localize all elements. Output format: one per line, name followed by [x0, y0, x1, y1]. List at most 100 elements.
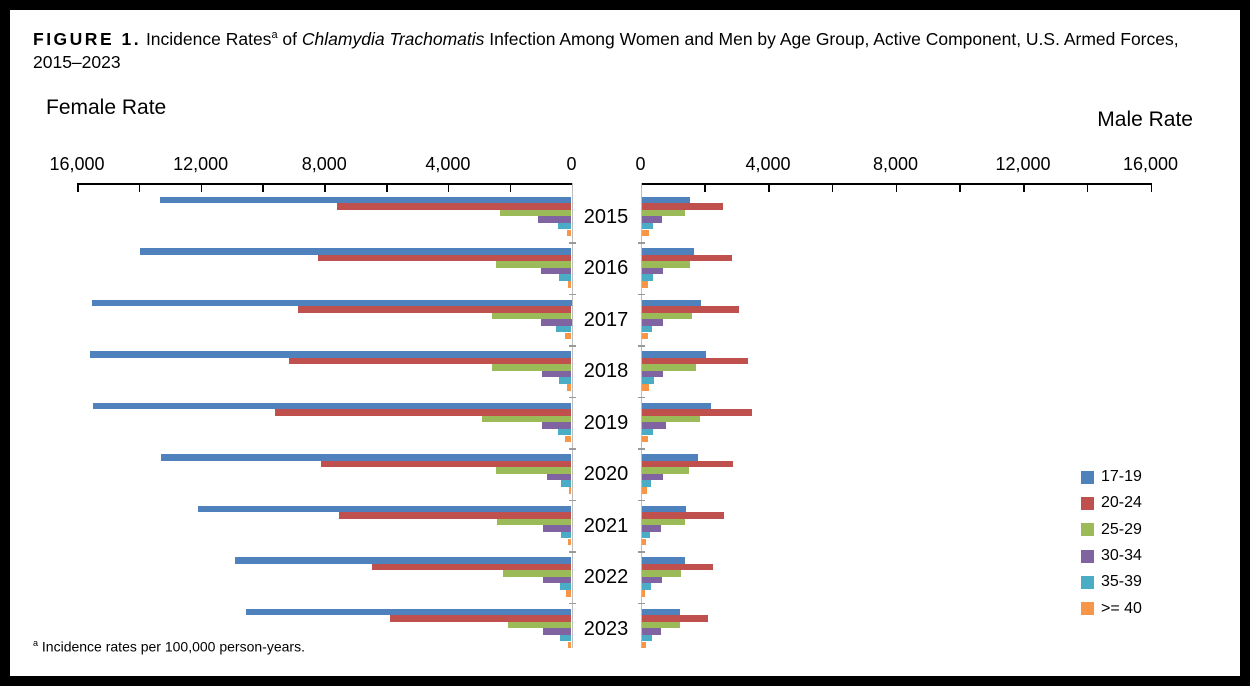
male-axis-tick — [1023, 185, 1025, 192]
bar-female-2023-2024 — [389, 615, 572, 622]
bar-female-2021-2529 — [497, 518, 572, 526]
bar-male-2023-2529 — [641, 621, 681, 629]
male-axis-tick — [959, 185, 961, 192]
bar-male-2017-3539 — [641, 325, 653, 333]
bar-male-2018-3539 — [641, 377, 654, 384]
bar-female-2022-3034 — [543, 576, 572, 584]
category-tick — [637, 396, 645, 398]
legend-item-3539: 35-39 — [1081, 569, 1142, 595]
male-axis-tick — [768, 185, 770, 192]
bar-male-2021-3034 — [641, 525, 661, 532]
bar-male-2020-2529 — [641, 467, 689, 474]
bar-male-2018-1719 — [641, 351, 706, 358]
category-tick — [568, 499, 576, 501]
female-axis-tick — [386, 185, 388, 192]
bar-female-2021-3034 — [543, 525, 572, 532]
female-zero-line — [571, 183, 573, 648]
bar-female-2016-2024 — [318, 254, 572, 262]
male-axis-tick-label: 16,000 — [1122, 154, 1179, 174]
female-axis-tick — [447, 185, 450, 192]
bar-female-2023-3034 — [543, 628, 572, 635]
bar-male-2022-1719 — [641, 557, 686, 564]
bar-male-2015-40 — [641, 229, 649, 237]
bar-female-2022-1719 — [234, 557, 572, 564]
male-axis-title: Male Rate — [1097, 108, 1193, 131]
bar-female-2022-2529 — [502, 570, 572, 577]
bar-female-2023-1719 — [246, 608, 572, 616]
category-tick — [637, 345, 645, 347]
bar-male-2021-3539 — [641, 531, 650, 539]
legend-item-2529: 25-29 — [1081, 517, 1142, 543]
bar-female-2022-3539 — [560, 583, 572, 590]
bar-male-2016-3034 — [641, 267, 663, 275]
bar-female-2020-1719 — [160, 454, 572, 461]
bar-male-2021-2529 — [641, 518, 686, 526]
bar-female-2016-2529 — [495, 261, 572, 268]
bar-female-2021-40 — [568, 538, 572, 546]
bar-female-2017-3539 — [556, 325, 572, 333]
legend-label-40: >= 40 — [1101, 599, 1142, 617]
bar-male-2018-2024 — [641, 357, 748, 365]
bar-female-2019-2024 — [275, 409, 572, 416]
bar-male-2015-2529 — [641, 209, 686, 217]
legend-swatch-3034 — [1081, 549, 1094, 563]
male-axis-tick — [895, 185, 897, 192]
bar-male-2023-40 — [641, 641, 647, 649]
bar-male-2019-1719 — [641, 402, 711, 410]
bar-female-2019-3539 — [558, 428, 572, 436]
bar-male-2017-40 — [641, 332, 648, 340]
legend-label-3539: 35-39 — [1101, 573, 1142, 591]
bar-male-2017-2529 — [641, 312, 692, 320]
bar-female-2019-2529 — [481, 415, 572, 423]
bar-female-2017-2529 — [491, 312, 572, 320]
bar-female-2021-3539 — [561, 531, 572, 539]
bar-female-2015-40 — [566, 229, 572, 237]
bar-female-2017-1719 — [92, 299, 572, 307]
female-axis-tick-label: 8,000 — [301, 154, 347, 174]
bar-male-2015-1719 — [641, 196, 690, 204]
category-tick — [568, 242, 576, 244]
male-axis-tick — [1150, 185, 1152, 192]
bar-male-2020-2024 — [641, 460, 733, 468]
male-axis-tick-label: 12,000 — [995, 154, 1051, 174]
title-text-2: of — [277, 28, 302, 49]
bar-male-2021-40 — [641, 538, 647, 546]
bar-male-2015-3539 — [641, 222, 653, 230]
legend-swatch-3539 — [1081, 575, 1094, 589]
bar-female-2020-40 — [569, 487, 572, 494]
bar-male-2019-3034 — [641, 422, 667, 429]
bar-female-2020-3539 — [560, 480, 572, 487]
bar-female-2018-3539 — [558, 377, 572, 384]
bar-female-2017-2024 — [297, 306, 572, 313]
legend-item-3034: 30-34 — [1081, 543, 1142, 569]
female-axis-tick — [77, 185, 79, 192]
legend-label-1719: 17-19 — [1101, 468, 1142, 486]
bar-male-2022-40 — [641, 590, 646, 597]
male-axis-tick-label: 4,000 — [745, 154, 791, 174]
legend-label-3034: 30-34 — [1101, 547, 1142, 565]
male-axis-line — [640, 183, 1152, 185]
female-axis-tick-label: 4,000 — [425, 154, 471, 174]
bar-male-2023-1719 — [641, 608, 681, 616]
bar-male-2021-1719 — [641, 505, 687, 513]
legend: 17-19 20-24 25-29 30-34 35-39 >= 40 — [1081, 464, 1142, 622]
bar-male-2018-2529 — [641, 364, 697, 371]
legend-label-2529: 25-29 — [1101, 520, 1142, 538]
bar-female-2021-1719 — [198, 505, 572, 513]
bar-female-2015-3034 — [538, 216, 572, 223]
bar-male-2017-3034 — [641, 319, 664, 326]
bar-male-2019-40 — [641, 435, 648, 443]
category-tick — [637, 293, 645, 295]
bar-male-2017-1719 — [641, 299, 702, 307]
female-axis-line — [77, 183, 573, 185]
bar-male-2016-2529 — [641, 261, 690, 268]
bar-male-2016-1719 — [641, 248, 694, 255]
legend-swatch-2529 — [1081, 523, 1094, 537]
category-tick — [568, 396, 576, 398]
female-axis-tick — [509, 185, 512, 192]
year-label-2021: 2021 — [583, 514, 629, 537]
bar-female-2018-2024 — [289, 357, 572, 365]
bar-male-2020-3539 — [641, 480, 652, 487]
female-axis-tick-label: 16,000 — [49, 154, 105, 174]
